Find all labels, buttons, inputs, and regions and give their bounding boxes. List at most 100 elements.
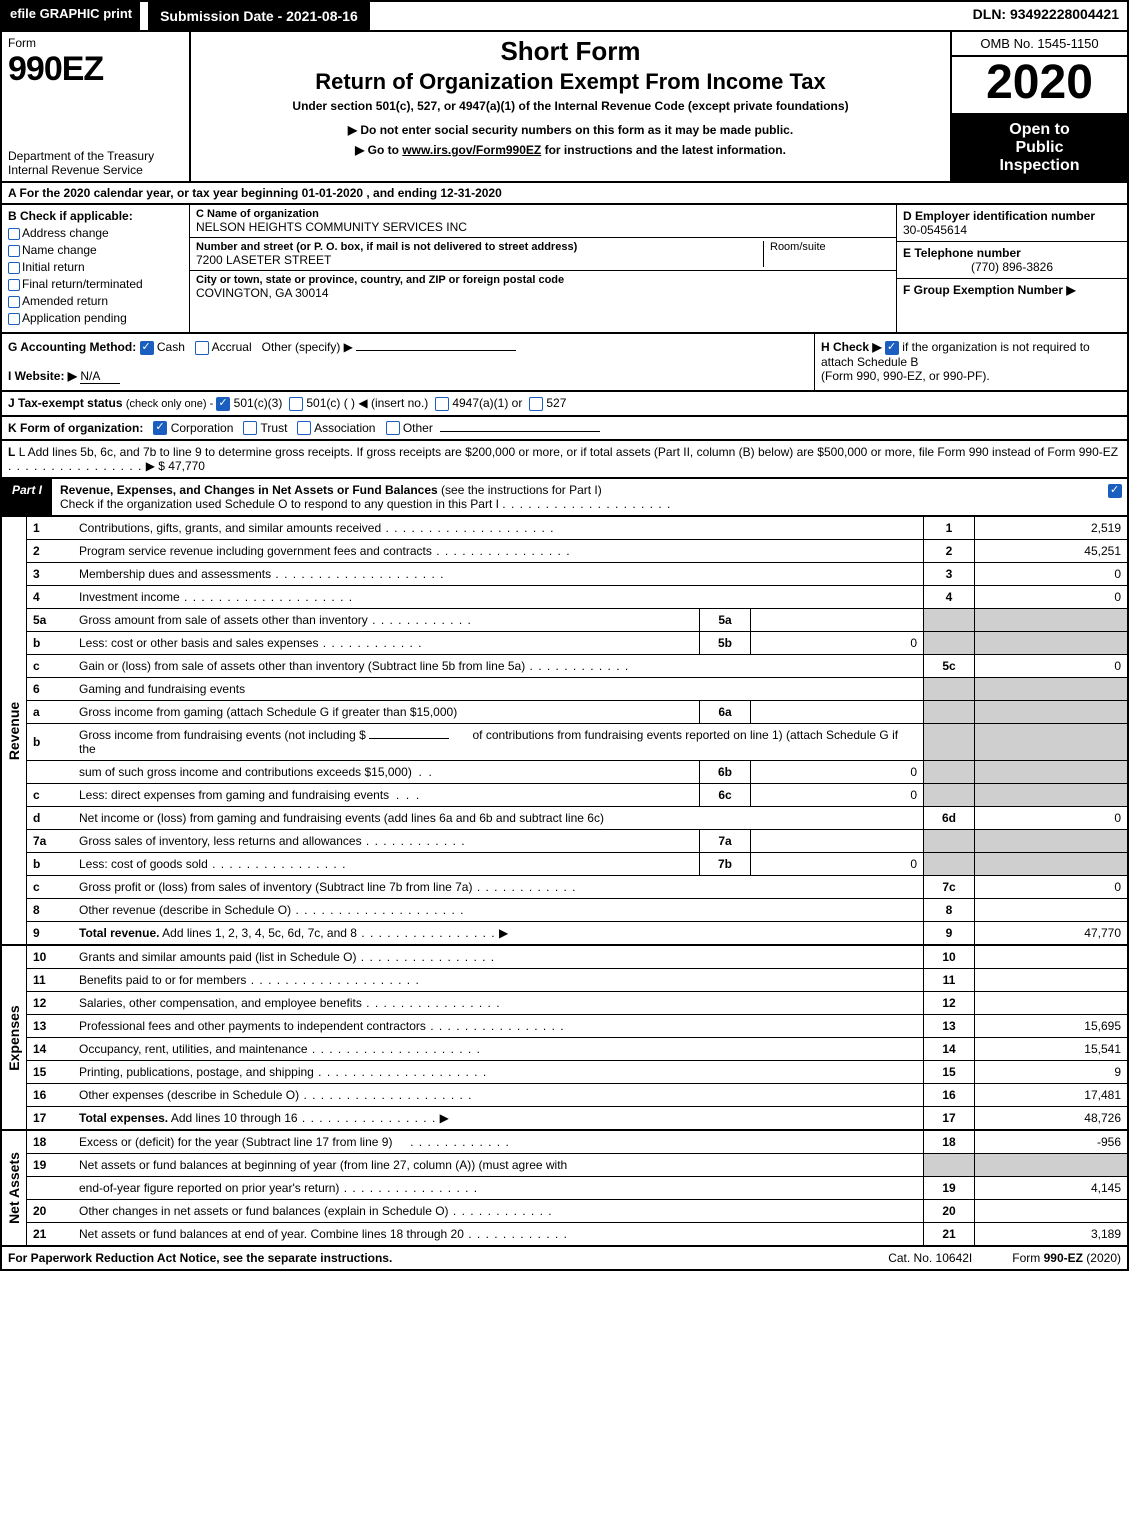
l21-dots <box>464 1227 568 1241</box>
line-6: 6 Gaming and fundraising events <box>27 678 1127 701</box>
line-15: 15 Printing, publications, postage, and … <box>27 1061 1127 1084</box>
l17-c: 17 <box>924 1107 975 1130</box>
l7a-d-txt: Gross sales of inventory, less returns a… <box>79 834 362 848</box>
l4-d-txt: Investment income <box>79 590 180 604</box>
chk-527[interactable] <box>529 397 543 411</box>
chk-final-return[interactable]: Final return/terminated <box>8 277 183 291</box>
l12-v <box>975 992 1128 1015</box>
l5b-v <box>975 632 1128 655</box>
side-expenses-label: Expenses <box>6 1005 22 1070</box>
l6d-n: d <box>27 807 73 830</box>
row-a-calendar: A For the 2020 calendar year, or tax yea… <box>0 183 1129 205</box>
line-3: 3 Membership dues and assessments 3 0 <box>27 563 1127 586</box>
l16-c: 16 <box>924 1084 975 1107</box>
chk-trust[interactable] <box>243 421 257 435</box>
chk-corporation[interactable] <box>153 421 167 435</box>
chk-501c3[interactable] <box>216 397 230 411</box>
l21-v: 3,189 <box>975 1223 1128 1246</box>
footer-mid: Cat. No. 10642I <box>848 1251 1012 1265</box>
l15-v: 9 <box>975 1061 1128 1084</box>
chk-501c[interactable] <box>289 397 303 411</box>
side-netassets: Net Assets <box>2 1131 27 1245</box>
line-5b: b Less: cost or other basis and sales ex… <box>27 632 1127 655</box>
topbar: efile GRAPHIC print Submission Date - 20… <box>0 0 1129 30</box>
l19-n: 19 <box>27 1154 73 1177</box>
l6a-mc: 6a <box>700 701 751 724</box>
k-other-line[interactable] <box>440 431 600 432</box>
part1-head: Part I Revenue, Expenses, and Changes in… <box>0 479 1129 517</box>
netassets-table: 18 Excess or (deficit) for the year (Sub… <box>27 1131 1127 1245</box>
l6b-mc: 6b <box>700 761 751 784</box>
chk-usedO[interactable] <box>1108 484 1122 498</box>
line-2: 2 Program service revenue including gove… <box>27 540 1127 563</box>
entity-f: F Group Exemption Number ▶ <box>897 279 1127 332</box>
line-20: 20 Other changes in net assets or fund b… <box>27 1200 1127 1223</box>
print-label[interactable]: print <box>103 6 132 21</box>
short-form: Short Form <box>201 36 940 67</box>
l2-d-txt: Program service revenue including govern… <box>79 544 432 558</box>
l17-d: Total expenses. Add lines 10 through 16 <box>73 1107 924 1130</box>
chk-address-change[interactable]: Address change <box>8 226 183 240</box>
g-row: G Accounting Method: Cash Accrual Other … <box>8 340 808 355</box>
suite: Room/suite <box>763 241 890 267</box>
l19-d2: end-of-year figure reported on prior yea… <box>73 1177 924 1200</box>
l6b-d3: sum of such gross income and contributio… <box>73 761 700 784</box>
l9-dots <box>357 926 496 940</box>
chk-4947[interactable] <box>435 397 449 411</box>
l1-n: 1 <box>27 517 73 540</box>
l9-arrow <box>496 926 509 940</box>
chk-accrual[interactable] <box>195 341 209 355</box>
efile-label: efile GRAPHIC <box>10 6 100 21</box>
l21-d-txt: Net assets or fund balances at end of ye… <box>79 1227 464 1241</box>
chk-name-change[interactable]: Name change <box>8 243 183 257</box>
l7a-dots <box>362 834 466 848</box>
k-trust: Trust <box>261 421 288 435</box>
suite-label: Room/suite <box>770 241 890 253</box>
footer-r-bold: 990-EZ <box>1044 1251 1083 1265</box>
netassets-grid: Net Assets 18 Excess or (deficit) for th… <box>0 1131 1129 1247</box>
l10-c: 10 <box>924 946 975 969</box>
g-other-line[interactable] <box>356 350 516 351</box>
part1-sub-dots <box>502 497 671 511</box>
chk-cash[interactable] <box>140 341 154 355</box>
l12-dots <box>362 996 501 1010</box>
l16-n: 16 <box>27 1084 73 1107</box>
line-5c: c Gain or (loss) from sale of assets oth… <box>27 655 1127 678</box>
chk-association[interactable] <box>297 421 311 435</box>
line-4: 4 Investment income 4 0 <box>27 586 1127 609</box>
l19a-c <box>924 1154 975 1177</box>
l12-n: 12 <box>27 992 73 1015</box>
chk-other[interactable] <box>386 421 400 435</box>
l2-n: 2 <box>27 540 73 563</box>
chk-initial-return[interactable]: Initial return <box>8 260 183 274</box>
side-revenue-label: Revenue <box>6 702 22 760</box>
city: COVINGTON, GA 30014 <box>196 286 890 300</box>
l2-v: 45,251 <box>975 540 1128 563</box>
l6a-v <box>975 701 1128 724</box>
l4-d: Investment income <box>73 586 924 609</box>
goto-link[interactable]: www.irs.gov/Form990EZ <box>402 143 541 157</box>
chk-application-pending[interactable]: Application pending <box>8 311 183 325</box>
l9-d: Total revenue. Total revenue. Add lines … <box>73 922 924 945</box>
l1-dots <box>381 521 554 535</box>
h-text2: (Form 990, 990-EZ, or 990-PF). <box>821 369 990 383</box>
l5b-n: b <box>27 632 73 655</box>
line-16: 16 Other expenses (describe in Schedule … <box>27 1084 1127 1107</box>
l3-d-txt: Membership dues and assessments <box>79 567 271 581</box>
addr: 7200 LASETER STREET <box>196 253 763 267</box>
j-opt1: 501(c)(3) <box>234 396 283 410</box>
line-19b: end-of-year figure reported on prior yea… <box>27 1177 1127 1200</box>
l13-v: 15,695 <box>975 1015 1128 1038</box>
form-word: Form <box>8 36 183 50</box>
l19-v: 4,145 <box>975 1177 1128 1200</box>
l17-n: 17 <box>27 1107 73 1130</box>
l6b-blank[interactable] <box>369 738 449 739</box>
part1-check[interactable] <box>1103 479 1127 515</box>
l5b-d: Less: cost or other basis and sales expe… <box>73 632 700 655</box>
chk-amended-return[interactable]: Amended return <box>8 294 183 308</box>
k-association: Association <box>314 421 375 435</box>
l7b-d: Less: cost of goods sold <box>73 853 700 876</box>
chk-h[interactable] <box>885 341 899 355</box>
line-21: 21 Net assets or fund balances at end of… <box>27 1223 1127 1246</box>
l6c-c <box>924 784 975 807</box>
